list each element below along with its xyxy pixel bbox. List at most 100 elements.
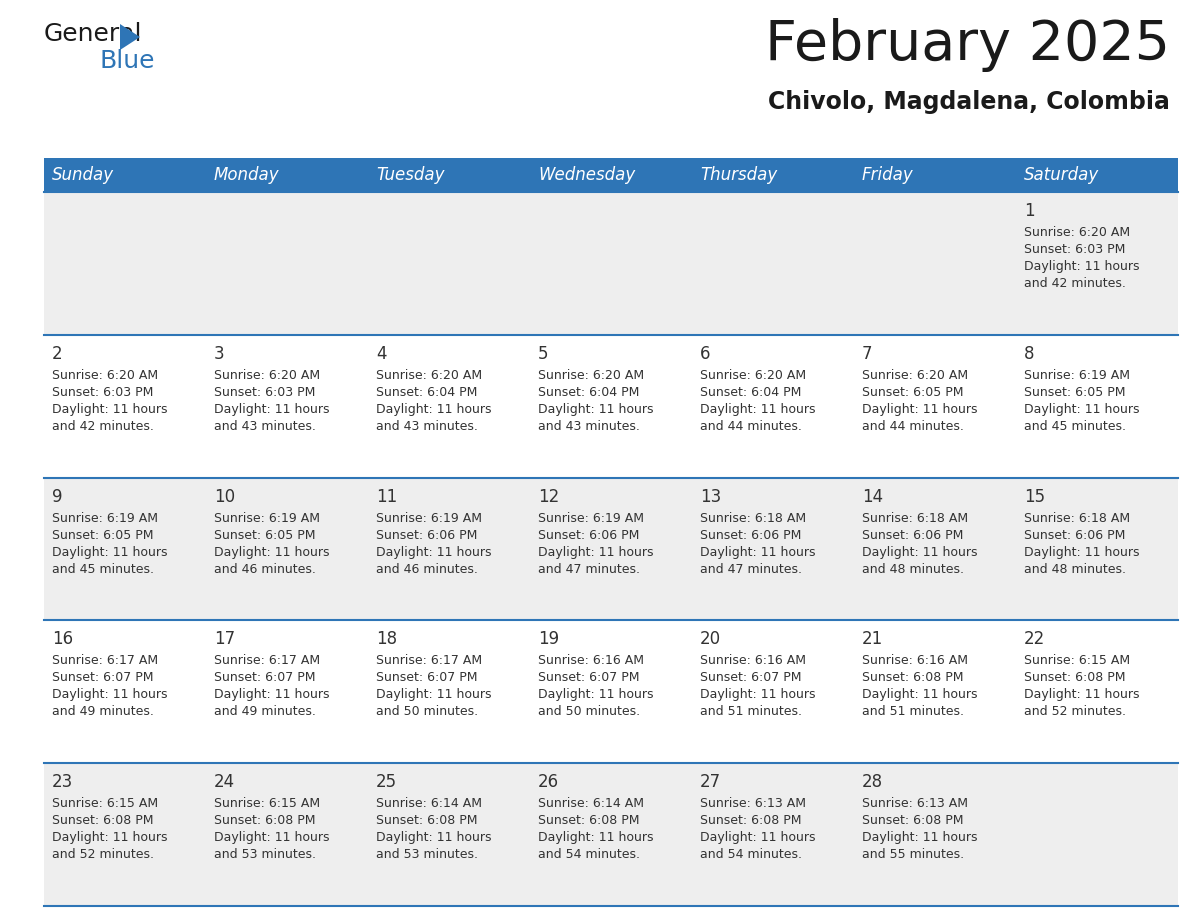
Text: 24: 24: [214, 773, 235, 791]
Text: Wednesday: Wednesday: [538, 166, 636, 184]
Text: Sunset: 6:04 PM: Sunset: 6:04 PM: [375, 386, 478, 398]
Text: and 47 minutes.: and 47 minutes.: [700, 563, 802, 576]
Text: 2: 2: [52, 345, 63, 363]
Text: Daylight: 11 hours: Daylight: 11 hours: [375, 403, 492, 416]
Text: and 55 minutes.: and 55 minutes.: [862, 848, 965, 861]
Text: Sunrise: 6:14 AM: Sunrise: 6:14 AM: [538, 797, 644, 811]
Text: Daylight: 11 hours: Daylight: 11 hours: [538, 688, 653, 701]
Text: Daylight: 11 hours: Daylight: 11 hours: [214, 545, 329, 558]
Text: Sunrise: 6:19 AM: Sunrise: 6:19 AM: [214, 511, 320, 524]
Bar: [44, 621, 1178, 763]
Text: Daylight: 11 hours: Daylight: 11 hours: [538, 831, 653, 845]
Text: Sunset: 6:04 PM: Sunset: 6:04 PM: [700, 386, 802, 398]
Text: Sunrise: 6:20 AM: Sunrise: 6:20 AM: [214, 369, 320, 382]
Text: Sunset: 6:08 PM: Sunset: 6:08 PM: [52, 814, 153, 827]
Text: and 42 minutes.: and 42 minutes.: [1024, 277, 1126, 290]
Text: Sunset: 6:07 PM: Sunset: 6:07 PM: [700, 671, 802, 685]
Text: Sunday: Sunday: [52, 166, 114, 184]
Text: Sunset: 6:08 PM: Sunset: 6:08 PM: [214, 814, 316, 827]
Text: and 51 minutes.: and 51 minutes.: [862, 705, 963, 719]
Text: 17: 17: [214, 631, 235, 648]
Text: Daylight: 11 hours: Daylight: 11 hours: [52, 403, 168, 416]
Text: and 50 minutes.: and 50 minutes.: [375, 705, 478, 719]
Text: Sunrise: 6:19 AM: Sunrise: 6:19 AM: [1024, 369, 1130, 382]
Text: and 54 minutes.: and 54 minutes.: [700, 848, 802, 861]
Text: Saturday: Saturday: [1024, 166, 1099, 184]
Text: Sunset: 6:08 PM: Sunset: 6:08 PM: [538, 814, 639, 827]
Text: Daylight: 11 hours: Daylight: 11 hours: [214, 831, 329, 845]
Text: and 54 minutes.: and 54 minutes.: [538, 848, 640, 861]
Text: Sunrise: 6:20 AM: Sunrise: 6:20 AM: [862, 369, 968, 382]
Text: 4: 4: [375, 345, 386, 363]
Text: Sunrise: 6:18 AM: Sunrise: 6:18 AM: [862, 511, 968, 524]
Bar: [44, 158, 1178, 192]
Bar: [44, 477, 1178, 621]
Text: Daylight: 11 hours: Daylight: 11 hours: [52, 831, 168, 845]
Text: 19: 19: [538, 631, 560, 648]
Text: 21: 21: [862, 631, 883, 648]
Text: and 44 minutes.: and 44 minutes.: [862, 420, 963, 432]
Text: Thursday: Thursday: [700, 166, 777, 184]
Text: and 43 minutes.: and 43 minutes.: [538, 420, 640, 432]
Text: 22: 22: [1024, 631, 1045, 648]
Text: 14: 14: [862, 487, 883, 506]
Bar: [44, 335, 1178, 477]
Polygon shape: [120, 24, 140, 50]
Text: Daylight: 11 hours: Daylight: 11 hours: [1024, 688, 1139, 701]
Text: Sunset: 6:07 PM: Sunset: 6:07 PM: [538, 671, 639, 685]
Text: Tuesday: Tuesday: [375, 166, 444, 184]
Text: Sunrise: 6:14 AM: Sunrise: 6:14 AM: [375, 797, 482, 811]
Text: 15: 15: [1024, 487, 1045, 506]
Text: and 48 minutes.: and 48 minutes.: [862, 563, 963, 576]
Text: 18: 18: [375, 631, 397, 648]
Text: Daylight: 11 hours: Daylight: 11 hours: [1024, 403, 1139, 416]
Text: Sunrise: 6:15 AM: Sunrise: 6:15 AM: [214, 797, 320, 811]
Text: Sunset: 6:08 PM: Sunset: 6:08 PM: [1024, 671, 1125, 685]
Text: Sunset: 6:06 PM: Sunset: 6:06 PM: [862, 529, 963, 542]
Text: Daylight: 11 hours: Daylight: 11 hours: [862, 688, 978, 701]
Text: Daylight: 11 hours: Daylight: 11 hours: [1024, 545, 1139, 558]
Text: Sunrise: 6:18 AM: Sunrise: 6:18 AM: [700, 511, 807, 524]
Text: Daylight: 11 hours: Daylight: 11 hours: [538, 403, 653, 416]
Text: Sunrise: 6:15 AM: Sunrise: 6:15 AM: [1024, 655, 1130, 667]
Text: and 45 minutes.: and 45 minutes.: [1024, 420, 1126, 432]
Text: Daylight: 11 hours: Daylight: 11 hours: [538, 545, 653, 558]
Text: 26: 26: [538, 773, 560, 791]
Text: Sunrise: 6:17 AM: Sunrise: 6:17 AM: [52, 655, 158, 667]
Text: 20: 20: [700, 631, 721, 648]
Text: Sunrise: 6:17 AM: Sunrise: 6:17 AM: [214, 655, 320, 667]
Text: 5: 5: [538, 345, 549, 363]
Text: Sunrise: 6:16 AM: Sunrise: 6:16 AM: [700, 655, 805, 667]
Text: and 50 minutes.: and 50 minutes.: [538, 705, 640, 719]
Text: Daylight: 11 hours: Daylight: 11 hours: [862, 831, 978, 845]
Text: Sunrise: 6:18 AM: Sunrise: 6:18 AM: [1024, 511, 1130, 524]
Text: 23: 23: [52, 773, 74, 791]
Text: Blue: Blue: [99, 49, 154, 73]
Text: Sunset: 6:08 PM: Sunset: 6:08 PM: [862, 814, 963, 827]
Text: and 49 minutes.: and 49 minutes.: [52, 705, 154, 719]
Text: 3: 3: [214, 345, 225, 363]
Text: Sunrise: 6:20 AM: Sunrise: 6:20 AM: [700, 369, 807, 382]
Text: Sunset: 6:03 PM: Sunset: 6:03 PM: [1024, 243, 1125, 256]
Text: Sunrise: 6:17 AM: Sunrise: 6:17 AM: [375, 655, 482, 667]
Text: and 53 minutes.: and 53 minutes.: [214, 848, 316, 861]
Text: Sunset: 6:03 PM: Sunset: 6:03 PM: [214, 386, 315, 398]
Text: 11: 11: [375, 487, 397, 506]
Text: Monday: Monday: [214, 166, 279, 184]
Text: 28: 28: [862, 773, 883, 791]
Text: Sunrise: 6:16 AM: Sunrise: 6:16 AM: [538, 655, 644, 667]
Text: Sunrise: 6:13 AM: Sunrise: 6:13 AM: [700, 797, 805, 811]
Text: and 45 minutes.: and 45 minutes.: [52, 563, 154, 576]
Text: Daylight: 11 hours: Daylight: 11 hours: [862, 545, 978, 558]
Text: and 43 minutes.: and 43 minutes.: [214, 420, 316, 432]
Text: Sunset: 6:05 PM: Sunset: 6:05 PM: [862, 386, 963, 398]
Text: and 51 minutes.: and 51 minutes.: [700, 705, 802, 719]
Text: Sunrise: 6:20 AM: Sunrise: 6:20 AM: [1024, 226, 1130, 239]
Text: and 48 minutes.: and 48 minutes.: [1024, 563, 1126, 576]
Text: 1: 1: [1024, 202, 1035, 220]
Text: and 49 minutes.: and 49 minutes.: [214, 705, 316, 719]
Text: 10: 10: [214, 487, 235, 506]
Text: Sunset: 6:05 PM: Sunset: 6:05 PM: [52, 529, 153, 542]
Text: Sunset: 6:04 PM: Sunset: 6:04 PM: [538, 386, 639, 398]
Text: and 47 minutes.: and 47 minutes.: [538, 563, 640, 576]
